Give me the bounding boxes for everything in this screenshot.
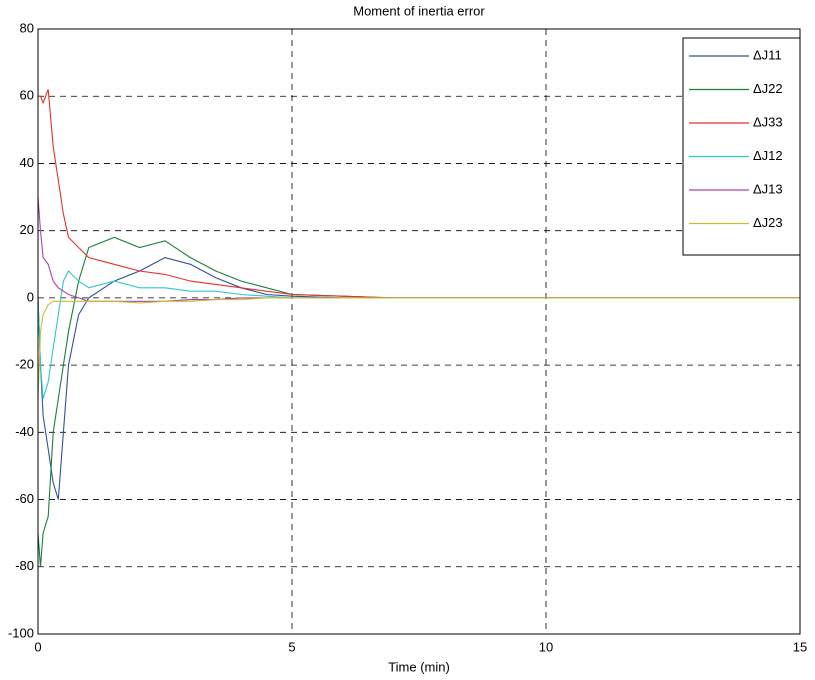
legend-label: ΔJ22 <box>753 81 783 96</box>
y-tick-label: 40 <box>20 155 34 170</box>
y-tick-label: 0 <box>27 289 34 304</box>
y-tick-label: -20 <box>15 357 34 372</box>
legend-label: ΔJ11 <box>753 47 782 62</box>
x-tick-label: 0 <box>34 639 41 654</box>
y-tick-label: -60 <box>15 491 34 506</box>
y-tick-label: 60 <box>20 88 34 103</box>
chart-title: Moment of inertia error <box>353 3 485 18</box>
y-tick-label: -40 <box>15 424 34 439</box>
legend-label: ΔJ12 <box>753 148 783 163</box>
series-line <box>38 89 800 299</box>
legend-label: ΔJ23 <box>753 215 783 230</box>
legend-box <box>682 37 801 256</box>
legend-label: ΔJ33 <box>753 114 783 129</box>
y-tick-label: 80 <box>20 20 34 35</box>
x-tick-label: 5 <box>288 639 295 654</box>
plot-frame <box>37 28 801 635</box>
y-tick-label: 20 <box>20 222 34 237</box>
x-axis-label: Time (min) <box>388 659 450 674</box>
y-tick-label: -80 <box>15 558 34 573</box>
y-tick-label: -100 <box>8 625 34 640</box>
plot-area <box>38 29 800 634</box>
x-tick-label: 15 <box>793 639 807 654</box>
x-tick-label: 10 <box>539 639 553 654</box>
series-line <box>37 297 800 399</box>
legend-label: ΔJ13 <box>753 181 783 196</box>
